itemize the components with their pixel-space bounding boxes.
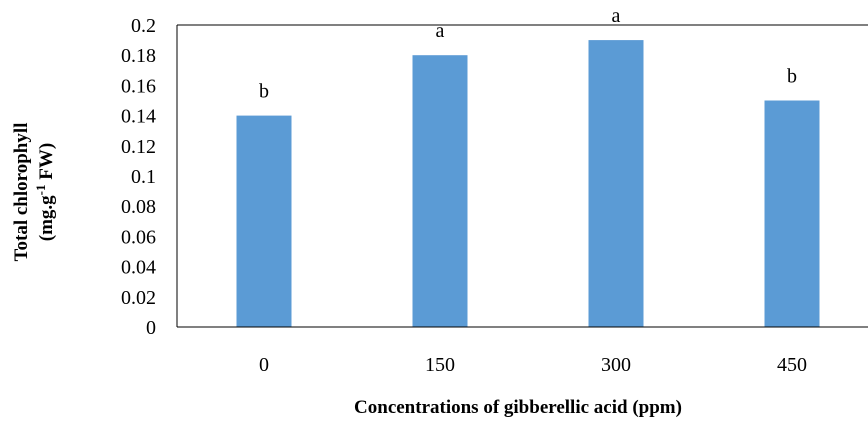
bar (588, 40, 644, 327)
y-tick-label: 0.02 (121, 287, 156, 309)
y-tick-label: 0.1 (131, 166, 156, 188)
y-tick-label: 0.14 (121, 106, 156, 128)
y-axis-title-line1: Total chlorophyll (11, 123, 32, 262)
y-tick-label: 0.06 (121, 226, 156, 248)
significance-label: a (436, 20, 445, 42)
y-tick-label: 0.16 (121, 75, 156, 97)
x-tick-label: 300 (601, 354, 631, 376)
y-axis-title-line2: (mg.g-1 FW) (33, 143, 58, 241)
x-tick-labels: 0 150 300 450 (259, 354, 807, 376)
y-tick-label: 0.2 (131, 15, 156, 37)
x-tick-label: 0 (259, 354, 269, 376)
significance-label: a (612, 5, 621, 27)
bar (236, 115, 292, 327)
y-tick-labels: 0 0.02 0.04 0.06 0.08 0.1 0.12 0.14 0.16 0.18 0.2 (121, 15, 156, 339)
significance-label: b (259, 81, 269, 103)
x-tick-label: 150 (425, 354, 455, 376)
significance-label: b (787, 66, 797, 88)
y-tick-label: 0.04 (121, 257, 156, 279)
bars: b a a b (236, 5, 820, 327)
y-tick-label: 0.12 (121, 136, 156, 158)
y-tick-label: 0 (146, 317, 156, 339)
y-tick-label: 0.18 (121, 45, 156, 67)
bar (764, 100, 820, 327)
x-axis-title: Concentrations of gibberellic acid (ppm) (354, 397, 682, 418)
y-tick-label: 0.08 (121, 196, 156, 218)
y-axis-title: Total chlorophyll (mg.g-1 FW) (11, 123, 57, 262)
x-tick-label: 450 (777, 354, 807, 376)
bar (412, 55, 468, 327)
